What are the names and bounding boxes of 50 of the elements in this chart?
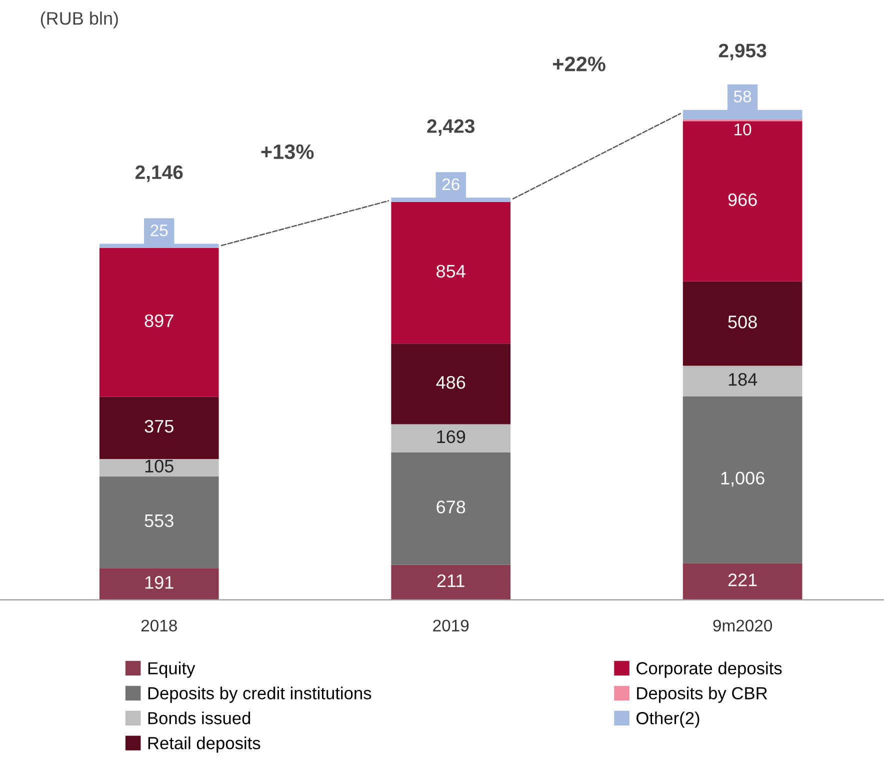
bar — [682, 121, 802, 282]
bar — [99, 248, 219, 397]
bar — [99, 476, 219, 568]
data-label: 184 — [728, 373, 758, 386]
total-label: 2,953 — [718, 44, 766, 60]
data-label: 211 — [437, 574, 464, 587]
data-label: 221 — [728, 574, 757, 586]
bar — [682, 281, 802, 366]
data-label: 486 — [436, 376, 466, 389]
data-label: 375 — [144, 420, 174, 433]
bar — [391, 344, 511, 424]
x-tick-label: 2019 — [433, 620, 469, 632]
legend-label: Retail deposits — [148, 736, 260, 753]
bar — [391, 452, 511, 565]
x-tick-label: 2018 — [141, 620, 177, 632]
bar — [682, 396, 802, 564]
data-label: 1,006 — [721, 472, 764, 487]
x-tick-label: 9m2020 — [713, 620, 772, 632]
legend-label: Other(2) — [636, 712, 700, 728]
data-label: 25 — [150, 224, 168, 236]
data-label: 678 — [436, 500, 466, 514]
bar — [99, 396, 219, 459]
data-label: 26 — [442, 178, 460, 190]
annotation: +13% — [261, 144, 314, 160]
bar — [391, 564, 511, 600]
data-label: 10 — [734, 124, 752, 136]
legend-label: Bonds issued — [148, 712, 250, 724]
data-label: 553 — [144, 514, 174, 528]
legend-label: Corporate deposits — [636, 662, 782, 678]
bar — [99, 568, 219, 600]
bar — [682, 366, 802, 396]
text: +22% — [552, 56, 606, 72]
bar — [391, 424, 511, 452]
legend-label: Deposits by CBR — [637, 686, 768, 703]
data-label: 897 — [144, 314, 174, 328]
total-label: 2,423 — [427, 119, 474, 136]
data-label: 191 — [145, 576, 174, 589]
data-label: 169 — [437, 430, 466, 444]
data-label: 966 — [728, 193, 757, 206]
bar — [391, 202, 511, 344]
data-label: 105 — [145, 460, 174, 473]
total-label: 2,146 — [135, 165, 183, 182]
legend-label: Deposits by credit institutions — [148, 686, 372, 703]
legend-label: Equity — [148, 662, 196, 678]
bar — [682, 563, 802, 600]
text: (RUB bln) — [40, 12, 118, 28]
data-label: 58 — [734, 90, 752, 102]
bar — [99, 458, 219, 476]
data-label: 508 — [728, 316, 757, 328]
data-label: 854 — [436, 264, 466, 278]
